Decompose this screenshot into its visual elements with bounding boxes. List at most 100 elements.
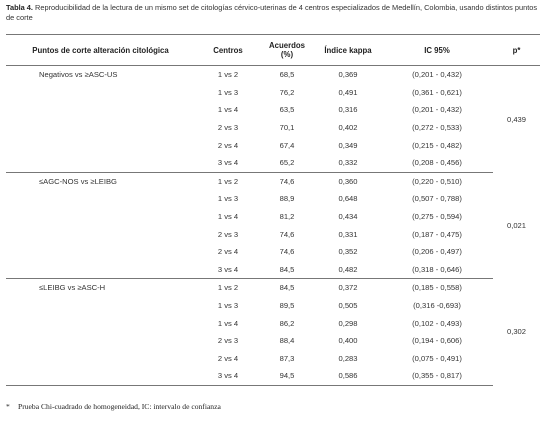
footnote-text: Prueba Chi-cuadrado de homogeneidad, IC:… (18, 402, 221, 411)
kappa-cell: 0,491 (338, 87, 358, 97)
centers-cell: 2 vs 4 (217, 140, 239, 150)
centers-cell: 1 vs 2 (217, 176, 239, 186)
header-p: p* (493, 34, 540, 66)
table-row: ≤AGC-NOS vs ≥LEIBG 1 vs 2 74,6 0,360 (0,220 … (6, 172, 540, 230)
ci-cell: (0,355 - 0,817) (381, 367, 493, 386)
cutoff-cell (6, 297, 197, 315)
ci-cell: (0,194 - 0,606) (412, 336, 462, 346)
table-caption: Tabla 4. Reproducibilidad de la lectura … (6, 3, 542, 22)
header-agreement-label: Acuerdos (269, 41, 305, 50)
caption-label: Tabla 4. (6, 3, 33, 12)
agreement-cell: 76,2 (279, 87, 295, 97)
table-row: 2 vs 3 74,6 0,331 (0,187 - 0,475) (6, 225, 540, 243)
centers-cell: 1 vs 2 (217, 70, 239, 80)
kappa-cell: 0,331 (338, 229, 358, 239)
centers-cell: 2 vs 4 (217, 353, 239, 363)
table-row: Negativos vs ≥ASC-US 1 vs 2 68,5 0,369 (0,20… (6, 66, 540, 123)
ci-cell: (0,215 - 0,482) (412, 140, 462, 150)
ci-cell: (0,187 - 0,475) (412, 229, 462, 239)
cutoff-cell (6, 119, 197, 137)
header-cutoff: Puntos de corte alteración citológica (6, 34, 197, 66)
kappa-cell: 0,400 (338, 336, 358, 346)
agreement-cell: 67,4 (279, 140, 295, 150)
kappa-cell: 0,369 (338, 70, 358, 80)
header-centers: Centros (197, 34, 259, 66)
ci-cell: (0,361 - 0,621) (412, 87, 462, 97)
centers-cell: 2 vs 3 (217, 229, 239, 239)
agreement-cell: 70,1 (279, 123, 295, 133)
cutoff-cell (6, 101, 197, 119)
agreement-cell: 84,5 (279, 283, 295, 293)
ci-cell: (0,075 - 0,491) (412, 353, 462, 363)
ci-cell: (0,102 - 0,493) (412, 318, 462, 328)
ci-cell: (0,201 - 0,432) (412, 105, 462, 115)
agreement-cell: 86,2 (279, 318, 295, 328)
ci-cell: (0,208 - 0,456) (381, 153, 493, 173)
agreement-cell: 68,5 (279, 70, 295, 80)
cutoff-cell (6, 208, 197, 226)
cutoff-cell (6, 84, 197, 102)
centers-cell: 3 vs 4 (197, 260, 259, 280)
table-row: 1 vs 3 76,2 0,491 (0,361 - 0,621) (6, 84, 540, 102)
ci-cell: (0,206 - 0,497) (412, 247, 462, 257)
cutoff-group-label: Negativos vs ≥ASC-US (39, 70, 118, 80)
table-row: 1 vs 4 81,2 0,434 (0,275 - 0,594) (6, 208, 540, 226)
centers-cell: 1 vs 3 (217, 194, 239, 204)
ci-cell: (0,272 - 0,533) (412, 123, 462, 133)
header-agreement-unit: (%) (280, 50, 294, 59)
cutoff-cell (6, 225, 197, 243)
p-value-cell: 0,439 (506, 114, 526, 124)
agreement-cell: 84,5 (259, 260, 315, 280)
ci-cell: (0,201 - 0,432) (412, 70, 462, 80)
header-ci: IC 95% (381, 34, 493, 66)
cutoff-cell (6, 350, 197, 368)
agreement-cell: 74,6 (279, 229, 295, 239)
ci-cell: (0,318 - 0,646) (381, 260, 493, 280)
cutoff-cell (6, 314, 197, 332)
agreement-cell: 74,6 (279, 176, 295, 186)
agreement-cell: 63,5 (279, 105, 295, 115)
table-row: 1 vs 4 63,5 0,316 (0,201 - 0,432) (6, 101, 540, 119)
p-value-cell: 0,021 (506, 220, 526, 230)
centers-cell: 3 vs 4 (197, 153, 259, 173)
table-row: 3 vs 4 84,5 0,482 (0,318 - 0,646) (6, 260, 540, 280)
ci-cell: (0,185 - 0,558) (412, 283, 462, 293)
table-row: 2 vs 4 87,3 0,283 (0,075 - 0,491) (6, 350, 540, 368)
cutoff-group-label: ≤LEIBG vs ≥ASC-H (39, 283, 106, 293)
p-value-cell: 0,302 (506, 327, 526, 337)
centers-cell: 2 vs 3 (217, 123, 239, 133)
table-footnote: * Prueba Chi-cuadrado de homogeneidad, IC… (6, 402, 542, 411)
centers-cell: 1 vs 4 (217, 318, 239, 328)
agreement-cell: 81,2 (279, 212, 295, 222)
table-row: 2 vs 3 70,1 0,402 (0,272 - 0,533) (6, 119, 540, 137)
agreement-cell: 88,4 (279, 336, 295, 346)
table-row: 1 vs 4 86,2 0,298 (0,102 - 0,493) (6, 314, 540, 332)
cutoff-cell (6, 332, 197, 350)
kappa-cell: 0,648 (338, 194, 358, 204)
centers-cell: 2 vs 4 (217, 247, 239, 257)
cutoff-cell (6, 243, 197, 261)
agreement-cell: 88,9 (279, 194, 295, 204)
kappa-cell: 0,434 (338, 212, 358, 222)
kappa-cell: 0,372 (338, 283, 358, 293)
kappa-cell: 0,332 (315, 153, 381, 173)
table-row: 1 vs 3 88,9 0,648 (0,507 - 0,788) (6, 190, 540, 208)
cutoff-cell (6, 136, 197, 154)
footnote-mark: * (6, 402, 10, 411)
cutoff-group-label: ≤AGC-NOS vs ≥LEIBG (39, 176, 117, 186)
cutoff-cell (6, 260, 197, 280)
kappa-cell: 0,505 (338, 301, 358, 311)
agreement-cell: 74,6 (279, 247, 295, 257)
kappa-cell: 0,586 (315, 367, 381, 386)
ci-cell: (0,316 -0,693) (413, 301, 461, 311)
table-row: 1 vs 3 89,5 0,505 (0,316 -0,693) (6, 297, 540, 315)
agreement-cell: 65,2 (259, 153, 315, 173)
header-kappa: Índice kappa (315, 34, 381, 66)
ci-cell: (0,507 - 0,788) (412, 194, 462, 204)
table-header-row: Puntos de corte alteración citológica Ce… (6, 34, 540, 66)
agreement-cell: 94,5 (259, 367, 315, 386)
table-row: 2 vs 4 67,4 0,349 (0,215 - 0,482) (6, 136, 540, 154)
caption-text: Reproducibilidad de la lectura de un mis… (6, 3, 538, 22)
table-row: ≤LEIBG vs ≥ASC-H 1 vs 2 84,5 0,372 (0,185 - … (6, 279, 540, 336)
kappa-cell: 0,402 (338, 123, 358, 133)
